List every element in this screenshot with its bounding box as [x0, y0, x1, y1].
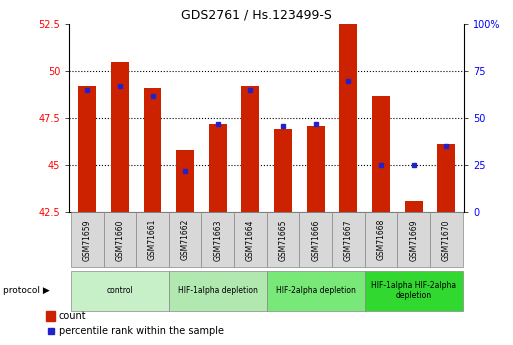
Text: count: count	[59, 311, 87, 321]
Bar	[242, 86, 260, 212]
Text: GSM71665: GSM71665	[279, 219, 288, 260]
Text: GSM71662: GSM71662	[181, 219, 190, 260]
Bar	[307, 126, 325, 212]
FancyBboxPatch shape	[365, 212, 398, 267]
FancyBboxPatch shape	[136, 212, 169, 267]
FancyBboxPatch shape	[202, 212, 234, 267]
Text: GSM71659: GSM71659	[83, 219, 92, 260]
FancyBboxPatch shape	[71, 271, 169, 310]
Text: GSM71664: GSM71664	[246, 219, 255, 260]
Bar	[372, 96, 390, 212]
Text: GSM71669: GSM71669	[409, 219, 418, 260]
Text: HIF-2alpha depletion: HIF-2alpha depletion	[276, 286, 356, 295]
Bar	[78, 86, 96, 212]
Text: GSM71670: GSM71670	[442, 219, 451, 260]
FancyBboxPatch shape	[300, 212, 332, 267]
Bar	[46, 311, 55, 321]
Bar	[111, 62, 129, 212]
Text: HIF-1alpha depletion: HIF-1alpha depletion	[178, 286, 258, 295]
FancyBboxPatch shape	[267, 271, 365, 310]
Text: GSM71660: GSM71660	[115, 219, 124, 260]
Bar	[340, 22, 358, 212]
Bar	[437, 145, 455, 212]
FancyBboxPatch shape	[234, 212, 267, 267]
FancyBboxPatch shape	[430, 212, 463, 267]
Text: GSM71661: GSM71661	[148, 219, 157, 260]
Text: GSM71663: GSM71663	[213, 219, 222, 260]
Text: protocol ▶: protocol ▶	[3, 286, 49, 295]
Text: GSM71666: GSM71666	[311, 219, 320, 260]
FancyBboxPatch shape	[71, 212, 104, 267]
Bar	[209, 124, 227, 212]
FancyBboxPatch shape	[104, 212, 136, 267]
FancyBboxPatch shape	[398, 212, 430, 267]
Bar	[405, 201, 423, 212]
Bar	[274, 129, 292, 212]
FancyBboxPatch shape	[332, 212, 365, 267]
Bar	[144, 88, 162, 212]
Text: GSM71667: GSM71667	[344, 219, 353, 260]
FancyBboxPatch shape	[267, 212, 300, 267]
Text: percentile rank within the sample: percentile rank within the sample	[59, 326, 224, 336]
Text: GSM71668: GSM71668	[377, 219, 385, 260]
FancyBboxPatch shape	[169, 271, 267, 310]
Text: GDS2761 / Hs.123499-S: GDS2761 / Hs.123499-S	[181, 9, 332, 22]
FancyBboxPatch shape	[365, 271, 463, 310]
Text: control: control	[107, 286, 133, 295]
FancyBboxPatch shape	[169, 212, 202, 267]
Text: HIF-1alpha HIF-2alpha
depletion: HIF-1alpha HIF-2alpha depletion	[371, 281, 456, 300]
Bar	[176, 150, 194, 212]
